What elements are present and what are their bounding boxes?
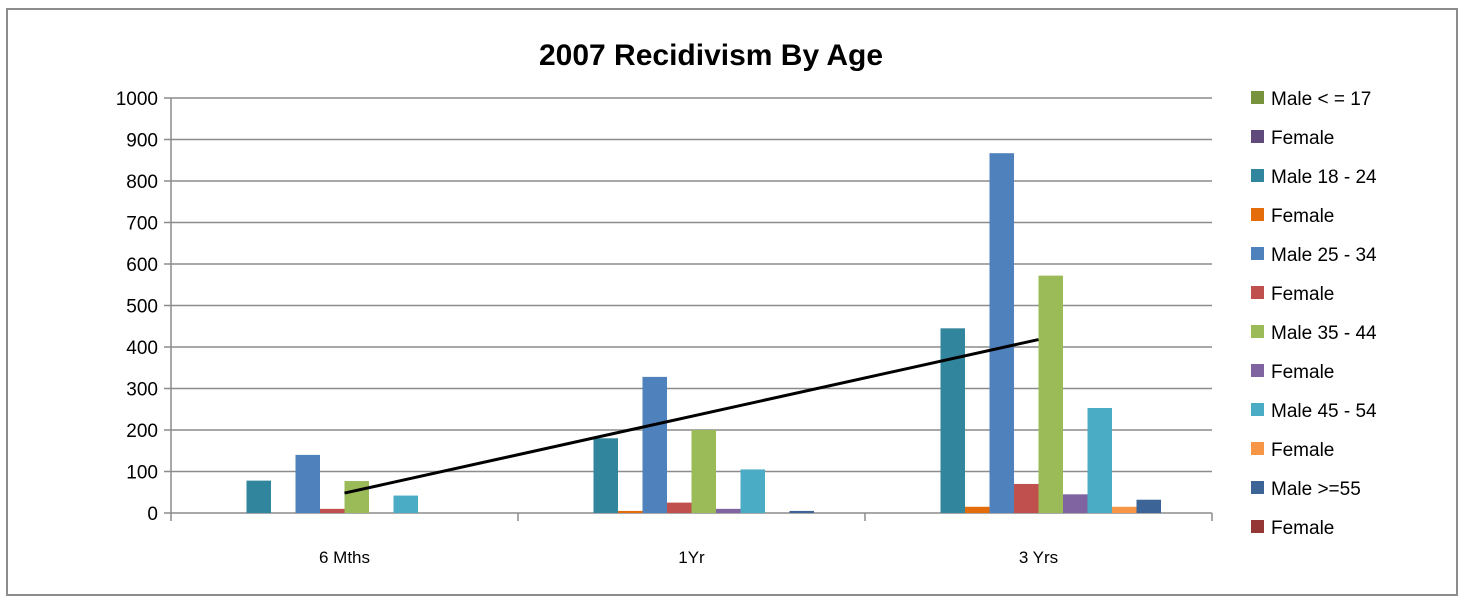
legend-item: Female <box>1251 284 1334 305</box>
bar <box>393 495 418 513</box>
y-tick-label: 0 <box>147 504 158 525</box>
legend-item: Female <box>1251 440 1334 461</box>
bar <box>740 469 765 513</box>
y-tick-label: 600 <box>126 255 158 276</box>
legend-label: Male 18 - 24 <box>1271 167 1377 188</box>
legend-label: Female <box>1271 518 1334 539</box>
bar <box>1014 483 1039 513</box>
legend-item: Male 35 - 44 <box>1251 323 1377 344</box>
y-tick-label: 100 <box>126 463 158 484</box>
y-tick-label: 300 <box>126 380 158 401</box>
x-category-label: 1Yr <box>678 548 705 567</box>
bar-chart: 2007 Recidivism By Age 0 100 200 300 400 500 6… <box>116 39 1377 567</box>
y-tick-label: 1000 <box>116 89 158 110</box>
bars <box>246 153 1161 513</box>
y-tick-label: 900 <box>126 131 158 152</box>
legend-label: Male 45 - 54 <box>1271 401 1377 422</box>
legend-item: Male 45 - 54 <box>1251 401 1377 422</box>
legend-swatch <box>1251 286 1264 299</box>
y-tick-label: 700 <box>126 214 158 235</box>
bar <box>295 454 320 513</box>
y-tick-label: 500 <box>126 297 158 318</box>
legend-label: Male < = 17 <box>1271 89 1371 110</box>
legend: Male < = 17 Female Male 18 - 24 Female Male … <box>1251 89 1377 539</box>
bar <box>1136 499 1161 513</box>
axes: 0 100 200 300 400 500 600 700 800 900 1000 6 Mths 1Y… <box>116 89 1213 567</box>
bar <box>1063 494 1088 513</box>
bar <box>789 510 814 513</box>
y-tick-label: 800 <box>126 172 158 193</box>
legend-label: Female <box>1271 128 1334 149</box>
legend-item: Female <box>1251 206 1334 227</box>
bar <box>1087 408 1112 513</box>
legend-label: Male 35 - 44 <box>1271 323 1377 344</box>
legend-label: Female <box>1271 284 1334 305</box>
bar <box>989 153 1014 513</box>
legend-item: Male < = 17 <box>1251 89 1371 110</box>
legend-swatch <box>1251 130 1264 143</box>
legend-label: Female <box>1271 206 1334 227</box>
legend-swatch <box>1251 208 1264 221</box>
bar <box>246 480 271 513</box>
bar <box>1112 506 1137 513</box>
legend-item: Female <box>1251 128 1334 149</box>
x-category-label: 3 Yrs <box>1019 548 1058 567</box>
legend-swatch <box>1251 247 1264 260</box>
chart-frame: 2007 Recidivism By Age 0 100 200 300 400 500 6… <box>6 8 1458 596</box>
gridlines <box>171 97 1212 473</box>
legend-swatch <box>1251 364 1264 377</box>
legend-item: Female <box>1251 362 1334 383</box>
bar <box>642 376 667 513</box>
legend-swatch <box>1251 520 1264 533</box>
legend-swatch <box>1251 325 1264 338</box>
x-category-label: 6 Mths <box>319 548 370 567</box>
y-tick-label: 200 <box>126 421 158 442</box>
bar <box>691 430 716 513</box>
chart-title: 2007 Recidivism By Age <box>539 39 883 72</box>
legend-swatch <box>1251 442 1264 455</box>
legend-label: Female <box>1271 362 1334 383</box>
legend-swatch <box>1251 481 1264 494</box>
bar <box>344 481 369 513</box>
bar <box>593 438 618 513</box>
legend-item: Male >=55 <box>1251 479 1361 500</box>
legend-swatch <box>1251 169 1264 182</box>
bar <box>965 506 990 513</box>
bar <box>716 508 741 513</box>
legend-item: Female <box>1251 518 1334 539</box>
legend-swatch <box>1251 91 1264 104</box>
legend-label: Male >=55 <box>1271 479 1361 500</box>
trendline-layer <box>344 338 1039 495</box>
bar <box>1038 275 1063 513</box>
legend-item: Male 18 - 24 <box>1251 167 1377 188</box>
trendline <box>344 338 1039 495</box>
bar <box>618 510 643 513</box>
bar <box>320 508 345 513</box>
legend-item: Male 25 - 34 <box>1251 245 1377 266</box>
legend-label: Male 25 - 34 <box>1271 245 1377 266</box>
y-tick-label: 400 <box>126 338 158 359</box>
legend-label: Female <box>1271 440 1334 461</box>
bar <box>667 502 692 513</box>
legend-swatch <box>1251 403 1264 416</box>
